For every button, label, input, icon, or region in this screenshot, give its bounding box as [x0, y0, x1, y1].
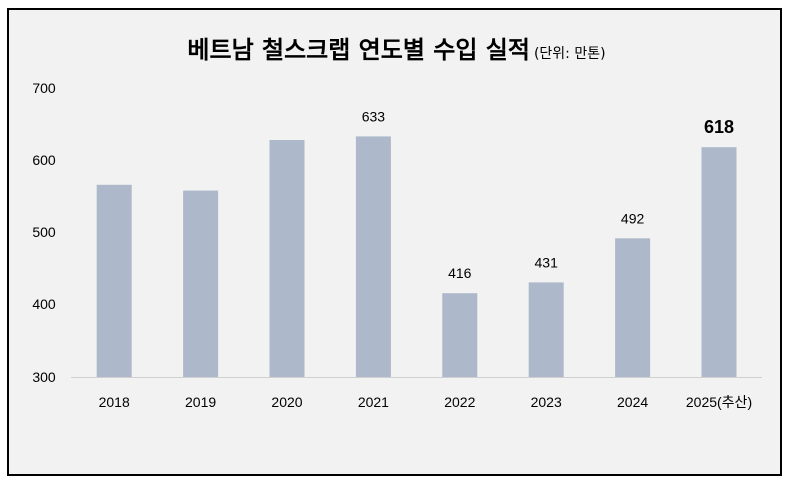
chart-unit-label: (단위: 만톤): [533, 46, 606, 62]
bar-2021: [355, 136, 391, 377]
data-label-2025(추산): 618: [704, 117, 734, 137]
data-labels: 633 416 431 492 618: [362, 108, 734, 281]
bar-2024: [615, 238, 651, 377]
x-tick-label-2022: 2022: [444, 394, 475, 410]
x-tick-label-2024: 2024: [617, 394, 648, 410]
x-tick-label-2018: 2018: [99, 394, 130, 410]
data-label-2021: 633: [362, 108, 386, 124]
bar-2018: [96, 184, 132, 377]
y-tick-label-700: 700: [32, 80, 56, 96]
y-axis: 700 600 500 400 300: [32, 80, 56, 385]
bar-series: [96, 136, 737, 377]
y-tick-label-400: 400: [32, 296, 56, 312]
data-label-2022: 416: [448, 265, 472, 281]
x-tick-label-2021: 2021: [358, 394, 389, 410]
x-axis-labels: 2018 2019 2020 2021 2022 2023 2024 2025(추산): [99, 394, 752, 410]
chart-title: 베트남 철스크랩 연도별 수입 실적: [187, 36, 530, 64]
x-tick-label-2023: 2023: [531, 394, 562, 410]
y-tick-label-500: 500: [32, 224, 56, 240]
chart-frame: [7, 8, 782, 476]
data-label-2024: 492: [621, 210, 645, 226]
x-tick-label-2025(추산): 2025(추산): [686, 394, 752, 410]
y-tick-label-300: 300: [32, 369, 56, 385]
x-tick-label-2020: 2020: [271, 394, 302, 410]
bar-2019: [183, 190, 219, 377]
bar-2025(추산): [701, 147, 737, 377]
y-tick-label-600: 600: [32, 152, 56, 168]
x-tick-label-2019: 2019: [185, 394, 216, 410]
bar-2022: [442, 293, 478, 377]
bar-2023: [528, 282, 564, 377]
data-label-2023: 431: [535, 254, 559, 270]
chart-title-block: 베트남 철스크랩 연도별 수입 실적 (단위: 만톤): [0, 30, 793, 65]
bar-2020: [269, 140, 305, 377]
